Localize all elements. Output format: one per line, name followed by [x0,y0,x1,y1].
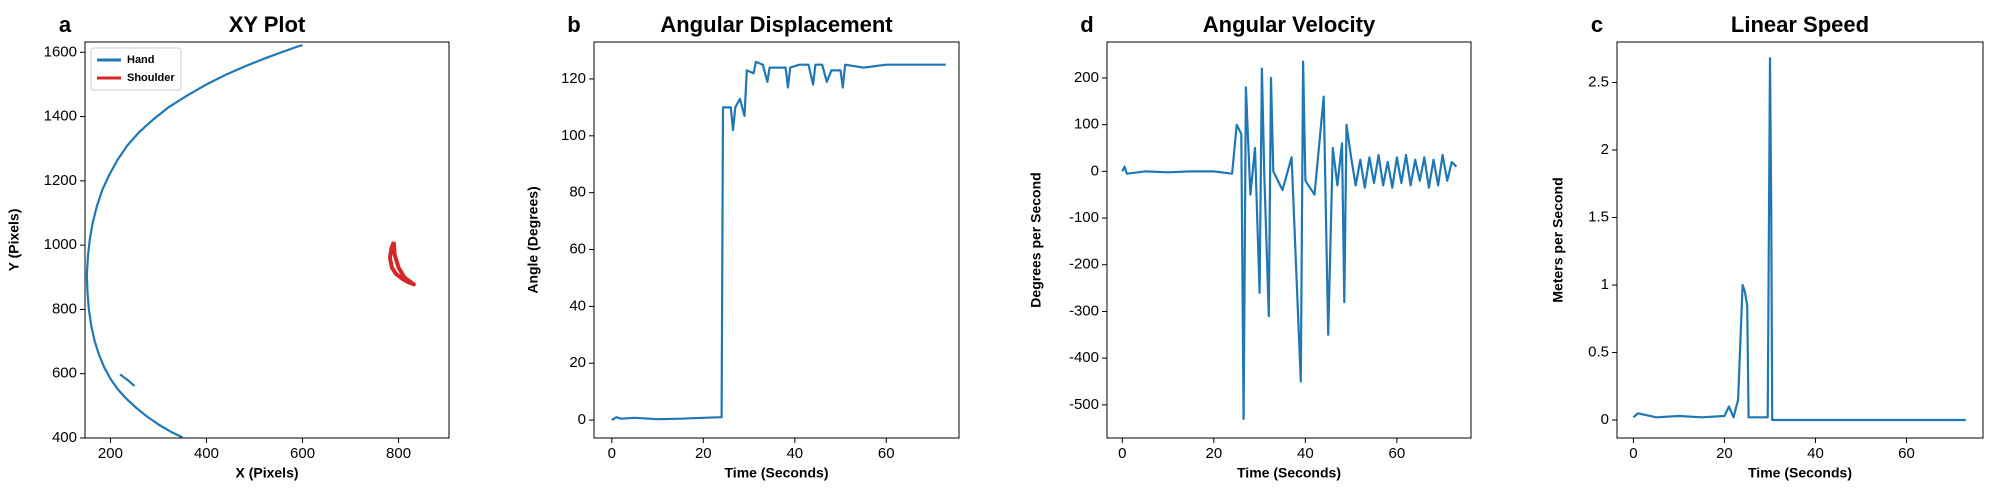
y-tick-label: -300 [1069,302,1099,319]
y-tick-label: -400 [1069,349,1099,366]
panel-label: a [59,12,72,37]
data-line [387,241,416,287]
x-tick-label: 0 [608,445,616,462]
x-axis-label: Time (Seconds) [1748,465,1852,481]
y-tick-label: 40 [569,297,586,314]
y-tick-label: 0.5 [1588,344,1609,361]
axes-frame [1616,41,1984,439]
x-tick-label: 0 [1629,445,1637,462]
panel-label: c [1591,12,1603,37]
y-tick-label: 60 [569,240,586,257]
axes-frame [593,41,960,439]
legend-entry: Hand [127,54,155,66]
y-tick-label: 120 [561,70,586,87]
axes-frame [84,41,450,439]
y-tick-label: 0 [1091,162,1099,179]
y-tick-label: 1200 [44,172,77,189]
x-tick-label: 60 [878,445,895,462]
chart-title: XY Plot [229,12,306,37]
x-tick-label: 800 [386,445,411,462]
y-tick-label: 100 [1074,116,1099,133]
x-tick-label: 200 [98,445,123,462]
x-tick-label: 600 [290,445,315,462]
data-line [1121,60,1458,420]
x-tick-label: 400 [194,445,219,462]
x-tick-label: 40 [786,445,803,462]
x-tick-label: 20 [1716,445,1733,462]
x-tick-label: 60 [1898,445,1915,462]
y-axis-label: Y (Pixels) [6,209,22,272]
x-axis-label: X (Pixels) [235,465,298,481]
data-line [1632,57,1966,422]
y-tick-label: 2.5 [1588,73,1609,90]
axes-frame [1106,41,1472,439]
y-tick-label: -200 [1069,256,1099,273]
y-tick-label: 80 [569,184,586,201]
y-tick-label: 200 [1074,69,1099,86]
y-tick-label: 1.5 [1588,208,1609,225]
y-tick-label: 100 [561,127,586,144]
y-axis-label: Meters per Second [1550,177,1566,302]
y-tick-label: 1400 [44,108,77,125]
x-tick-label: 60 [1389,445,1406,462]
y-tick-label: 0 [1601,411,1609,428]
panel-label: d [1080,12,1093,37]
y-axis-label: Degrees per Second [1028,172,1044,307]
y-tick-label: 800 [52,300,77,317]
x-tick-label: 20 [1205,445,1222,462]
y-tick-label: 20 [569,354,586,371]
x-tick-label: 20 [695,445,712,462]
y-axis-label: Angle (Degrees) [525,186,541,293]
y-tick-label: 600 [52,365,77,382]
chart-title: Linear Speed [1731,12,1869,37]
y-tick-label: -500 [1069,396,1099,413]
y-tick-label: 0 [578,411,586,428]
y-tick-label: 400 [52,429,77,446]
y-tick-label: 1 [1601,276,1609,293]
x-tick-label: 40 [1807,445,1824,462]
data-line [85,44,303,438]
x-axis-label: Time (Seconds) [725,465,829,481]
y-tick-label: 2 [1601,141,1609,158]
x-tick-label: 40 [1297,445,1314,462]
legend-entry: Shoulder [127,72,175,84]
x-axis-label: Time (Seconds) [1237,465,1341,481]
y-tick-label: -100 [1069,209,1099,226]
chart-title: Angular Displacement [660,12,893,37]
x-tick-label: 0 [1118,445,1126,462]
y-tick-label: 1000 [44,236,77,253]
chart-title: Angular Velocity [1203,12,1376,37]
y-tick-label: 1600 [44,43,77,60]
data-line [611,60,946,422]
panel-label: b [567,12,580,37]
